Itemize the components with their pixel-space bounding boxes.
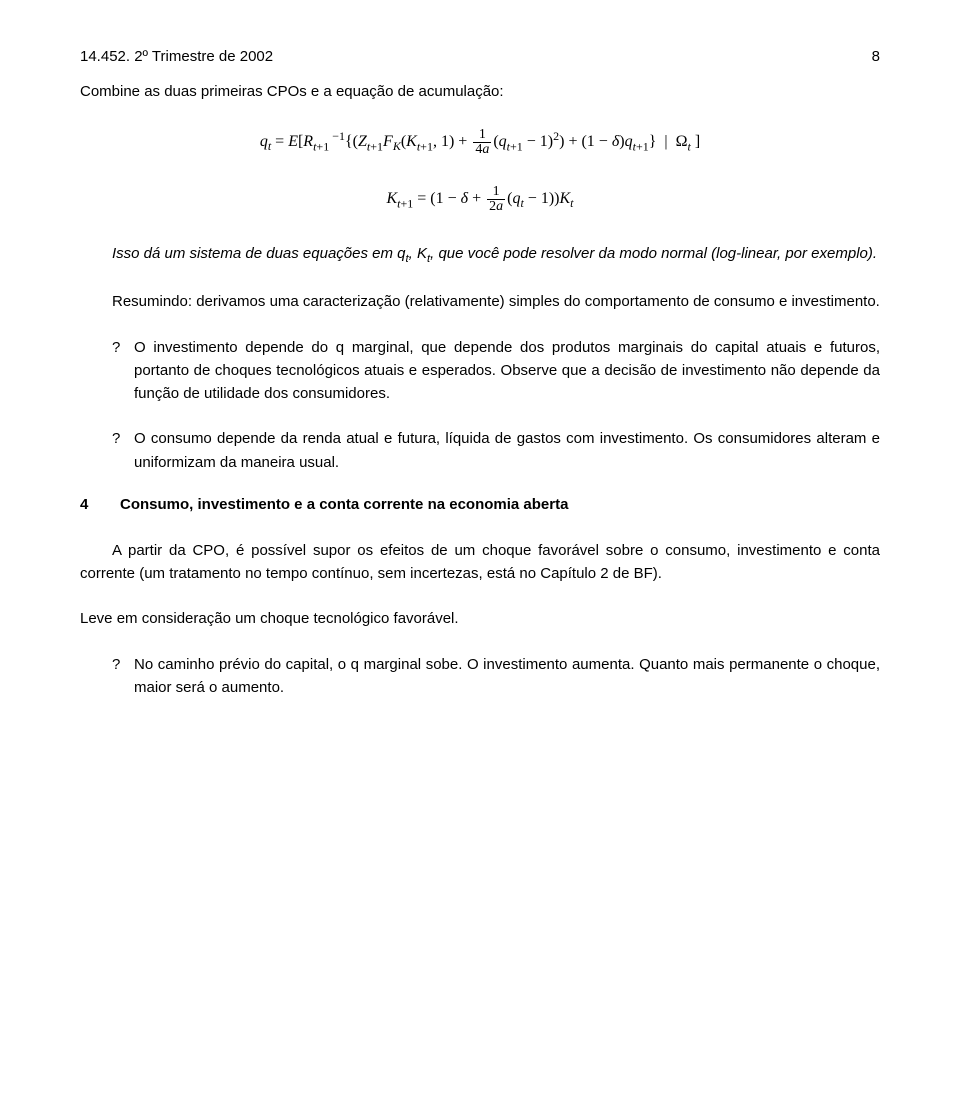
list-text: No caminho prévio do capital, o q margin… — [134, 653, 880, 700]
bullet-list-1: ? O investimento depende do q marginal, … — [112, 336, 880, 474]
list-marker: ? — [112, 427, 134, 474]
sistema-post: , que você pode resolver da modo normal … — [430, 245, 877, 262]
paragraph-apartir: A partir da CPO, é possível supor os efe… — [80, 539, 880, 586]
bullet-list-2: ? No caminho prévio do capital, o q marg… — [112, 653, 880, 700]
section-title: Consumo, investimento e a conta corrente… — [120, 496, 880, 513]
section-number: 4 — [80, 496, 120, 513]
section-heading: 4 Consumo, investimento e a conta corren… — [80, 496, 880, 513]
list-item: ? No caminho prévio do capital, o q marg… — [112, 653, 880, 700]
equation-1: qt = E[Rt+1 −1{(Zt+1FK(Kt+1, 1) + 14a(qt… — [80, 128, 880, 157]
header-page-number: 8 — [872, 48, 880, 65]
sistema-pre: Isso dá um sistema de duas equações em q — [112, 245, 406, 262]
header-left: 14.452. 2º Trimestre de 2002 — [80, 48, 273, 65]
intro-text: Combine as duas primeiras CPOs e a equaç… — [80, 83, 880, 100]
equation-2: Kt+1 = (1 − δ + 12a(qt − 1))Kt — [80, 185, 880, 214]
list-item: ? O investimento depende do q marginal, … — [112, 336, 880, 406]
paragraph-leve: Leve em consideração um choque tecnológi… — [80, 607, 880, 630]
paragraph-sistema: Isso dá um sistema de duas equações em q… — [80, 242, 880, 268]
list-item: ? O consumo depende da renda atual e fut… — [112, 427, 880, 474]
list-marker: ? — [112, 336, 134, 406]
list-text: O investimento depende do q marginal, qu… — [134, 336, 880, 406]
list-text: O consumo depende da renda atual e futur… — [134, 427, 880, 474]
sistema-mid1: , K — [409, 245, 427, 262]
list-marker: ? — [112, 653, 134, 700]
paragraph-resumindo: Resumindo: derivamos uma caracterização … — [80, 290, 880, 313]
